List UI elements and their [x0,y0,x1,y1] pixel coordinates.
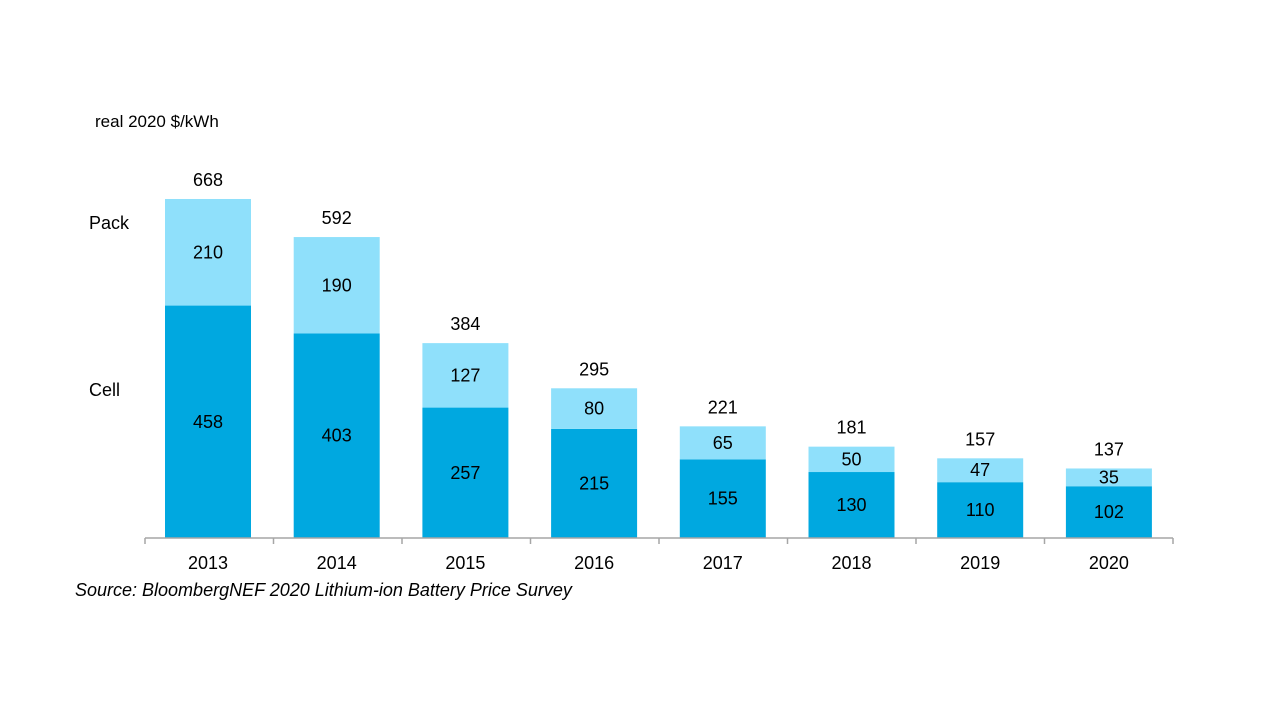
x-axis [144,537,1174,544]
bar-cell-2015 [422,407,509,538]
x-tick-label-2015: 2015 [445,553,485,573]
bar-pack-2016 [551,388,638,429]
legend-label-pack: Pack [89,213,130,233]
data-label-pack-2019: 47 [970,460,990,480]
data-label-total-2016: 295 [579,359,609,379]
data-label-pack-2014: 190 [322,275,352,295]
bar-pack-2019 [937,458,1024,483]
labels-group: 458 210 668 2013 403 190 592 2014 257 127 384 2015 2… [188,170,1129,573]
data-label-cell-2018: 130 [836,495,866,515]
data-label-cell-2020: 102 [1094,502,1124,522]
data-label-cell-2015: 257 [450,463,480,483]
bar-pack-2014 [293,237,380,334]
x-tick-label-2014: 2014 [317,553,357,573]
data-label-total-2013: 668 [193,170,223,190]
data-label-pack-2018: 50 [841,449,861,469]
y-axis-unit-label: real 2020 $/kWh [95,112,219,131]
data-label-cell-2014: 403 [322,426,352,446]
data-label-cell-2017: 155 [708,489,738,509]
data-label-total-2015: 384 [450,314,480,334]
data-label-pack-2020: 35 [1099,467,1119,487]
x-tick-label-2018: 2018 [831,553,871,573]
bar-cell-2019 [937,482,1024,538]
bar-cell-2017 [679,459,766,538]
legend-label-cell: Cell [89,380,121,400]
bar-pack-2013 [165,198,251,306]
data-label-pack-2015: 127 [450,365,480,385]
bars-group [165,198,1152,538]
data-label-total-2017: 221 [708,397,738,417]
bar-pack-2018 [808,446,895,473]
bar-cell-2014 [293,333,380,538]
bar-cell-2013 [165,305,251,538]
bar-cell-2020 [1065,486,1152,538]
data-label-pack-2013: 210 [193,242,223,262]
bar-pack-2020 [1065,468,1152,487]
x-tick-label-2019: 2019 [960,553,1000,573]
data-label-total-2018: 181 [836,418,866,438]
bar-cell-2018 [808,472,895,538]
data-label-pack-2016: 80 [584,399,604,419]
data-label-pack-2017: 65 [713,433,733,453]
data-label-total-2019: 157 [965,429,995,449]
bar-cell-2016 [551,428,638,538]
x-tick-label-2016: 2016 [574,553,614,573]
data-label-total-2020: 137 [1094,439,1124,459]
bar-pack-2015 [422,343,509,408]
data-label-cell-2016: 215 [579,473,609,493]
bar-pack-2017 [679,426,766,460]
x-tick-label-2017: 2017 [703,553,743,573]
data-label-total-2014: 592 [322,208,352,228]
x-tick-label-2013: 2013 [188,553,228,573]
source-note: Source: BloombergNEF 2020 Lithium-ion Ba… [75,580,572,600]
data-label-cell-2019: 110 [966,500,995,520]
x-tick-label-2020: 2020 [1089,553,1129,573]
data-label-cell-2013: 458 [193,412,223,432]
